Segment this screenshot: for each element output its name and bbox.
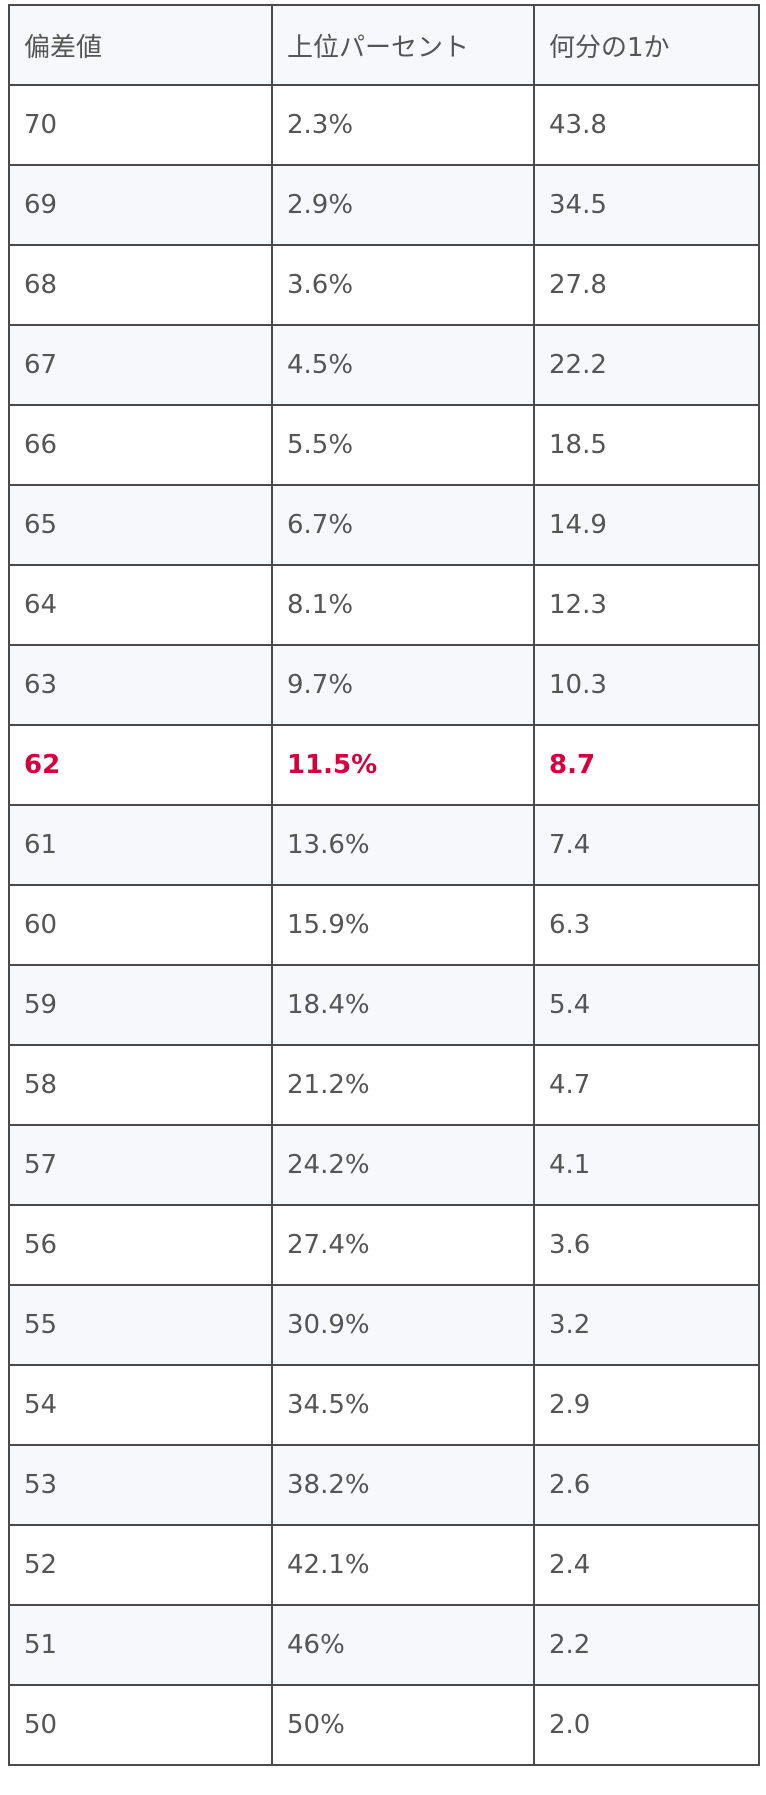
table-row: 60 15.9% 6.3 [8, 884, 760, 966]
cell-top-percent: 46% [271, 1604, 535, 1686]
table-row: 56 27.4% 3.6 [8, 1204, 760, 1286]
table-row: 50 50% 2.0 [8, 1684, 760, 1766]
cell-top-percent: 2.3% [271, 84, 535, 166]
deviation-table-container: 偏差値 上位パーセント 何分の1か 70 2.3% 43.8 69 2.9% 34.5 68… [8, 4, 760, 1766]
table-row-highlighted: 62 11.5% 8.7 [8, 724, 760, 806]
table-row: 52 42.1% 2.4 [8, 1524, 760, 1606]
cell-deviation-value: 61 [8, 804, 273, 886]
table-row: 51 46% 2.2 [8, 1604, 760, 1686]
cell-deviation-value: 51 [8, 1604, 273, 1686]
cell-one-in-n: 2.0 [533, 1684, 760, 1766]
cell-one-in-n: 3.6 [533, 1204, 760, 1286]
table-header-row: 偏差値 上位パーセント 何分の1か [8, 4, 760, 86]
cell-deviation-value: 59 [8, 964, 273, 1046]
deviation-table: 偏差値 上位パーセント 何分の1か 70 2.3% 43.8 69 2.9% 34.5 68… [8, 4, 760, 1766]
cell-top-percent: 3.6% [271, 244, 535, 326]
table-header: 偏差値 上位パーセント 何分の1か [8, 4, 760, 86]
cell-deviation-value: 60 [8, 884, 273, 966]
cell-top-percent: 11.5% [271, 724, 535, 806]
cell-one-in-n: 34.5 [533, 164, 760, 246]
cell-deviation-value: 62 [8, 724, 273, 806]
cell-one-in-n: 5.4 [533, 964, 760, 1046]
cell-deviation-value: 69 [8, 164, 273, 246]
cell-top-percent: 18.4% [271, 964, 535, 1046]
cell-deviation-value: 65 [8, 484, 273, 566]
cell-one-in-n: 6.3 [533, 884, 760, 966]
cell-one-in-n: 14.9 [533, 484, 760, 566]
cell-top-percent: 4.5% [271, 324, 535, 406]
header-deviation-value: 偏差値 [8, 4, 273, 86]
cell-one-in-n: 2.4 [533, 1524, 760, 1606]
cell-top-percent: 38.2% [271, 1444, 535, 1526]
table-row: 57 24.2% 4.1 [8, 1124, 760, 1206]
cell-deviation-value: 56 [8, 1204, 273, 1286]
cell-one-in-n: 7.4 [533, 804, 760, 886]
table-row: 66 5.5% 18.5 [8, 404, 760, 486]
cell-deviation-value: 66 [8, 404, 273, 486]
cell-top-percent: 21.2% [271, 1044, 535, 1126]
cell-top-percent: 24.2% [271, 1124, 535, 1206]
header-one-in-n: 何分の1か [533, 4, 760, 86]
cell-deviation-value: 58 [8, 1044, 273, 1126]
cell-deviation-value: 53 [8, 1444, 273, 1526]
cell-deviation-value: 67 [8, 324, 273, 406]
table-row: 65 6.7% 14.9 [8, 484, 760, 566]
cell-one-in-n: 4.7 [533, 1044, 760, 1126]
cell-deviation-value: 52 [8, 1524, 273, 1606]
cell-top-percent: 9.7% [271, 644, 535, 726]
table-row: 59 18.4% 5.4 [8, 964, 760, 1046]
cell-one-in-n: 4.1 [533, 1124, 760, 1206]
cell-one-in-n: 18.5 [533, 404, 760, 486]
cell-top-percent: 5.5% [271, 404, 535, 486]
cell-one-in-n: 27.8 [533, 244, 760, 326]
table-row: 54 34.5% 2.9 [8, 1364, 760, 1446]
cell-one-in-n: 2.6 [533, 1444, 760, 1526]
cell-one-in-n: 8.7 [533, 724, 760, 806]
table-row: 63 9.7% 10.3 [8, 644, 760, 726]
cell-one-in-n: 2.2 [533, 1604, 760, 1686]
table-body: 70 2.3% 43.8 69 2.9% 34.5 68 3.6% 27.8 67 4.5% 22.2… [8, 84, 760, 1766]
table-row: 69 2.9% 34.5 [8, 164, 760, 246]
cell-top-percent: 30.9% [271, 1284, 535, 1366]
table-row: 70 2.3% 43.8 [8, 84, 760, 166]
cell-one-in-n: 43.8 [533, 84, 760, 166]
table-row: 64 8.1% 12.3 [8, 564, 760, 646]
cell-one-in-n: 12.3 [533, 564, 760, 646]
cell-one-in-n: 10.3 [533, 644, 760, 726]
cell-deviation-value: 50 [8, 1684, 273, 1766]
cell-top-percent: 15.9% [271, 884, 535, 966]
header-top-percent: 上位パーセント [271, 4, 535, 86]
table-row: 53 38.2% 2.6 [8, 1444, 760, 1526]
cell-top-percent: 6.7% [271, 484, 535, 566]
cell-one-in-n: 3.2 [533, 1284, 760, 1366]
table-row: 61 13.6% 7.4 [8, 804, 760, 886]
cell-top-percent: 13.6% [271, 804, 535, 886]
cell-deviation-value: 70 [8, 84, 273, 166]
cell-one-in-n: 2.9 [533, 1364, 760, 1446]
table-row: 68 3.6% 27.8 [8, 244, 760, 326]
cell-deviation-value: 54 [8, 1364, 273, 1446]
cell-top-percent: 34.5% [271, 1364, 535, 1446]
table-row: 67 4.5% 22.2 [8, 324, 760, 406]
cell-deviation-value: 55 [8, 1284, 273, 1366]
cell-deviation-value: 57 [8, 1124, 273, 1206]
cell-top-percent: 8.1% [271, 564, 535, 646]
cell-top-percent: 42.1% [271, 1524, 535, 1606]
cell-deviation-value: 64 [8, 564, 273, 646]
cell-deviation-value: 63 [8, 644, 273, 726]
cell-deviation-value: 68 [8, 244, 273, 326]
cell-top-percent: 2.9% [271, 164, 535, 246]
cell-top-percent: 27.4% [271, 1204, 535, 1286]
cell-one-in-n: 22.2 [533, 324, 760, 406]
table-row: 55 30.9% 3.2 [8, 1284, 760, 1366]
cell-top-percent: 50% [271, 1684, 535, 1766]
table-row: 58 21.2% 4.7 [8, 1044, 760, 1126]
